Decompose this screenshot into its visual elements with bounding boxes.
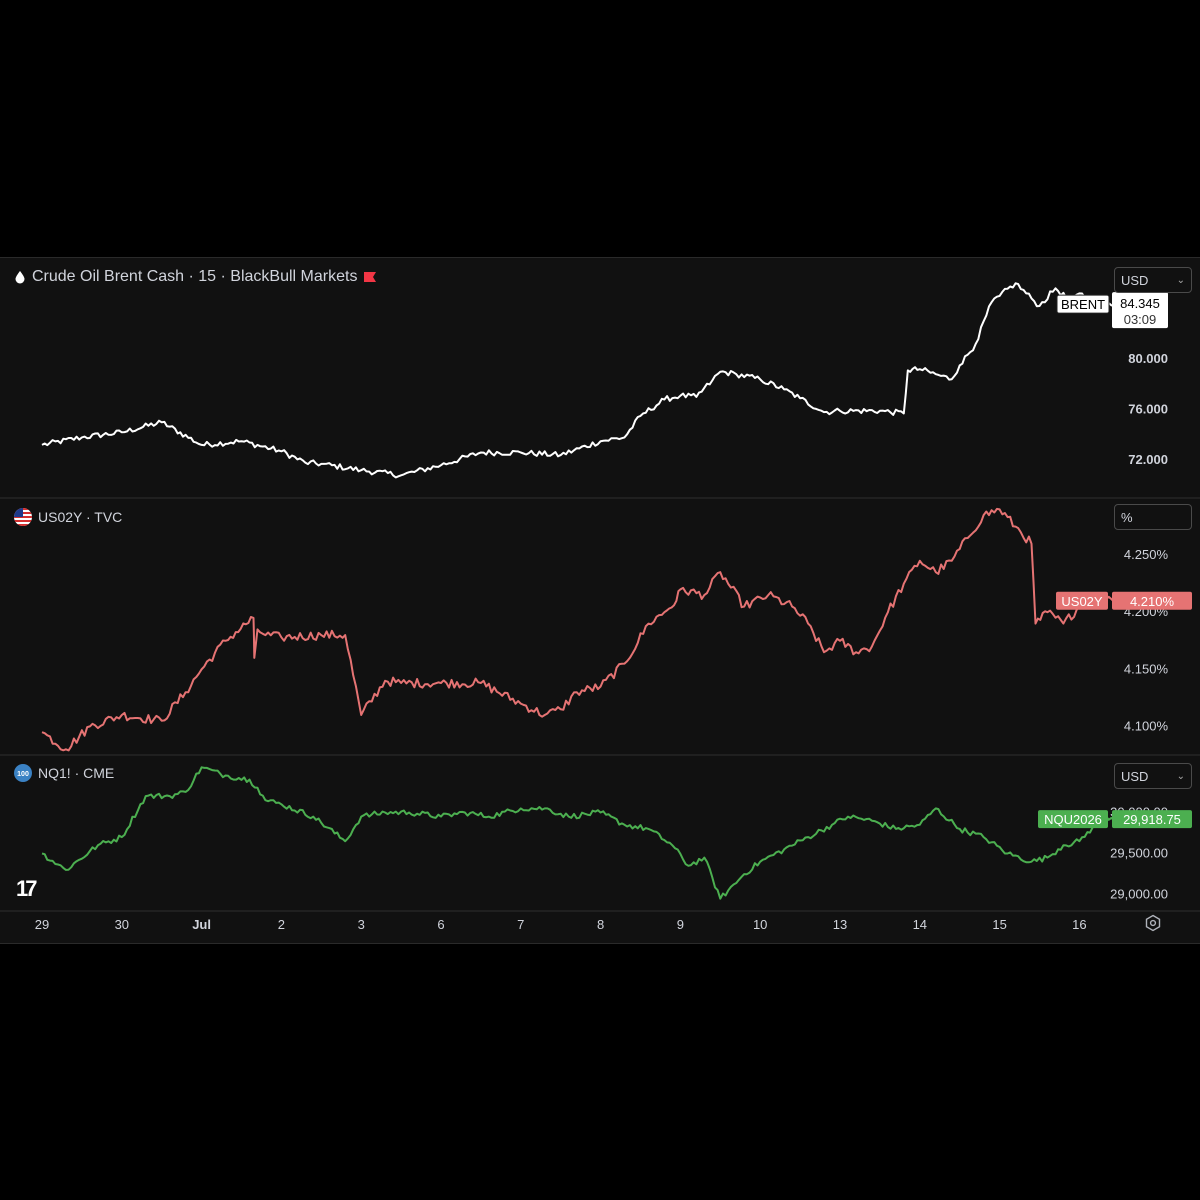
flag-icon[interactable] xyxy=(363,271,377,283)
svg-text:100: 100 xyxy=(17,771,29,778)
chevron-down-icon: ⌄ xyxy=(1176,274,1185,286)
x-tick-label: 9 xyxy=(677,917,684,932)
price-tag-bg xyxy=(1112,810,1192,829)
price-tag-bg xyxy=(1112,292,1168,329)
chevron-down-icon: ⌄ xyxy=(1176,770,1185,782)
series-line-us02y xyxy=(41,507,1120,752)
price-tag-value: 4.210% xyxy=(1130,594,1175,609)
symbol-tag-bg xyxy=(1056,294,1110,314)
symbol-tag-bg xyxy=(1056,591,1108,610)
x-tick-label: 3 xyxy=(358,917,365,932)
symbol-tag-text: NQU2026 xyxy=(1044,812,1102,827)
symbol-tag-bg xyxy=(1038,810,1108,829)
symbol-tag-text: US02Y xyxy=(1061,594,1103,609)
brent-currency-value: USD xyxy=(1121,272,1149,288)
x-tick-label: 30 xyxy=(115,917,129,932)
price-tag-countdown: 03:09 xyxy=(1124,312,1157,327)
price-tag-bg xyxy=(1112,591,1192,610)
brent-symbol-title[interactable]: Crude Oil Brent Cash · 15 · BlackBull Ma… xyxy=(32,268,358,285)
us-flag-icon xyxy=(14,508,32,526)
settings-gear-icon[interactable] xyxy=(1144,914,1162,932)
chart-frame: 72.000 76.000 80.000 BRENT 84.345 03:09 4.100%… xyxy=(0,257,1200,944)
y-tick-label-us02y: 4.150% xyxy=(1124,661,1169,676)
y-tick-label-nq: 29,500.00 xyxy=(1110,846,1168,861)
nq-symbol-title[interactable]: NQ1! · CME xyxy=(38,765,115,781)
y-tick-label-us02y: 4.100% xyxy=(1124,718,1169,733)
nq-currency-value: USD xyxy=(1121,768,1149,784)
x-tick-label: 8 xyxy=(597,917,604,932)
price-tag-value: 29,918.75 xyxy=(1123,812,1181,827)
x-tick-label: 10 xyxy=(753,917,767,932)
x-tick-label: 13 xyxy=(833,917,847,932)
us02y-unit-value: % xyxy=(1121,509,1133,525)
series-line-brent xyxy=(41,282,1120,479)
tradingview-logo-icon[interactable]: 17 xyxy=(16,876,38,901)
nasdaq-100-icon: 100 xyxy=(14,764,32,782)
brent-currency-select[interactable]: USD ⌄ xyxy=(1114,267,1192,293)
series-line-nq xyxy=(41,766,1120,900)
x-tick-label: 15 xyxy=(992,917,1006,932)
y-tick-label-brent: 76.000 xyxy=(1128,402,1168,417)
x-tick-label: 7 xyxy=(517,917,524,932)
x-tick-label: 29 xyxy=(35,917,49,932)
x-tick-label: 14 xyxy=(913,917,927,932)
x-tick-label: 6 xyxy=(437,917,444,932)
oil-drop-icon xyxy=(14,270,26,284)
us02y-symbol-title[interactable]: US02Y · TVC xyxy=(38,509,123,525)
us02y-pane-header: US02Y · TVC xyxy=(14,508,122,526)
symbol-tag-text: BRENT xyxy=(1061,297,1105,312)
y-tick-label-brent: 72.000 xyxy=(1128,452,1168,467)
y-tick-label-us02y: 4.250% xyxy=(1124,547,1169,562)
nq-pane-header: 100 NQ1! · CME xyxy=(14,764,114,782)
last-price-label-us02y: US02Y 4.210% xyxy=(1056,591,1192,610)
y-tick-label-brent: 80.000 xyxy=(1128,351,1168,366)
x-tick-label: 2 xyxy=(278,917,285,932)
last-price-label-nq: NQU2026 29,918.75 xyxy=(1038,810,1192,829)
x-tick-label: 16 xyxy=(1072,917,1086,932)
x-tick-label: Jul xyxy=(192,917,211,932)
brent-pane-header: Crude Oil Brent Cash · 15 · BlackBull Ma… xyxy=(14,268,377,286)
us02y-unit-select[interactable]: % xyxy=(1114,504,1192,530)
y-tick-label-nq: 29,000.00 xyxy=(1110,887,1168,902)
nq-currency-select[interactable]: USD ⌄ xyxy=(1114,763,1192,789)
price-tag-value: 84.345 xyxy=(1120,296,1160,311)
